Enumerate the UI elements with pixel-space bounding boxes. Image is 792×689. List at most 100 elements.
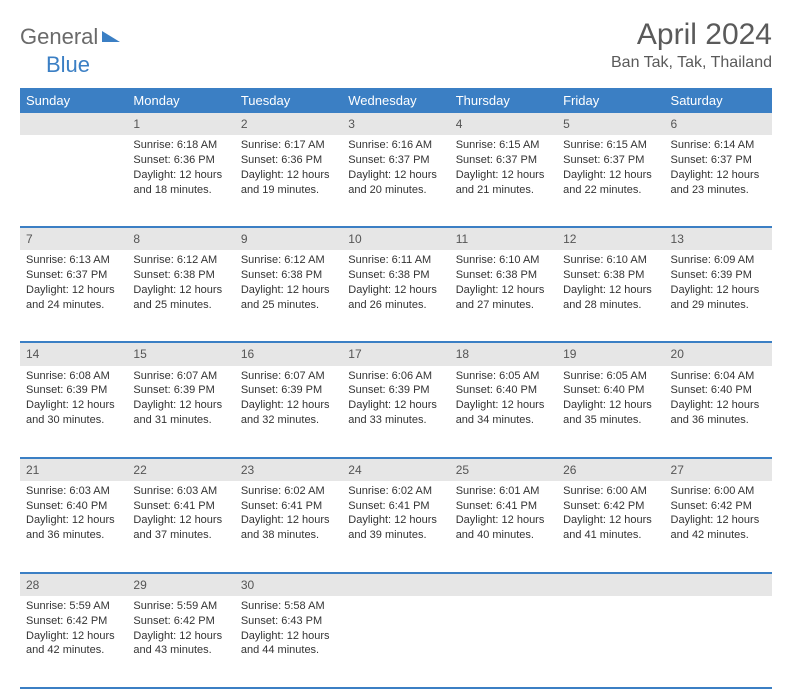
day-cell: Sunrise: 6:17 AMSunset: 6:36 PMDaylight:… [235, 135, 342, 227]
day-cell [665, 596, 772, 688]
day-number [665, 573, 772, 596]
day-line: Sunset: 6:38 PM [456, 268, 551, 283]
day-line: Sunrise: 6:08 AM [26, 369, 121, 384]
day-cell: Sunrise: 6:11 AMSunset: 6:38 PMDaylight:… [342, 250, 449, 342]
day-line: Sunset: 6:39 PM [671, 268, 766, 283]
day-number: 3 [342, 113, 449, 135]
day-line: and 20 minutes. [348, 183, 443, 198]
day-line: Sunset: 6:41 PM [456, 499, 551, 514]
day-cell [557, 596, 664, 688]
day-number: 14 [20, 342, 127, 365]
day-line: Daylight: 12 hours [671, 398, 766, 413]
day-line: Daylight: 12 hours [133, 168, 228, 183]
day-line: Daylight: 12 hours [671, 513, 766, 528]
day-line: Sunrise: 6:07 AM [133, 369, 228, 384]
day-detail: Sunrise: 6:10 AMSunset: 6:38 PMDaylight:… [557, 250, 664, 318]
day-line: Sunset: 6:40 PM [563, 383, 658, 398]
day-number: 2 [235, 113, 342, 135]
day-line: Sunrise: 6:18 AM [133, 138, 228, 153]
day-cell: Sunrise: 6:18 AMSunset: 6:36 PMDaylight:… [127, 135, 234, 227]
day-number: 30 [235, 573, 342, 596]
day-line: and 19 minutes. [241, 183, 336, 198]
day-cell: Sunrise: 6:12 AMSunset: 6:38 PMDaylight:… [235, 250, 342, 342]
day-number [342, 573, 449, 596]
day-line: and 18 minutes. [133, 183, 228, 198]
day-line: and 28 minutes. [563, 298, 658, 313]
day-line: Sunset: 6:38 PM [133, 268, 228, 283]
day-line: and 31 minutes. [133, 413, 228, 428]
day-detail: Sunrise: 6:01 AMSunset: 6:41 PMDaylight:… [450, 481, 557, 549]
day-cell: Sunrise: 6:06 AMSunset: 6:39 PMDaylight:… [342, 366, 449, 458]
day-line: and 33 minutes. [348, 413, 443, 428]
day-detail: Sunrise: 6:02 AMSunset: 6:41 PMDaylight:… [342, 481, 449, 549]
day-detail: Sunrise: 5:58 AMSunset: 6:43 PMDaylight:… [235, 596, 342, 664]
weekday-header: Monday [127, 88, 234, 113]
day-line: Daylight: 12 hours [26, 513, 121, 528]
day-line: Sunrise: 6:17 AM [241, 138, 336, 153]
day-line: Sunset: 6:36 PM [241, 153, 336, 168]
day-number-row: 123456 [20, 113, 772, 135]
day-line: Sunset: 6:39 PM [26, 383, 121, 398]
day-line: and 41 minutes. [563, 528, 658, 543]
day-cell: Sunrise: 6:14 AMSunset: 6:37 PMDaylight:… [665, 135, 772, 227]
day-line: Sunrise: 6:02 AM [348, 484, 443, 499]
day-number: 11 [450, 227, 557, 250]
calendar-table: SundayMondayTuesdayWednesdayThursdayFrid… [20, 88, 772, 689]
day-number: 25 [450, 458, 557, 481]
day-line: Sunrise: 6:12 AM [241, 253, 336, 268]
weekday-header-row: SundayMondayTuesdayWednesdayThursdayFrid… [20, 88, 772, 113]
day-line: Sunrise: 6:02 AM [241, 484, 336, 499]
day-number: 6 [665, 113, 772, 135]
day-detail: Sunrise: 6:03 AMSunset: 6:41 PMDaylight:… [127, 481, 234, 549]
day-content-row: Sunrise: 6:08 AMSunset: 6:39 PM Daylight:… [20, 366, 772, 458]
day-number: 21 [20, 458, 127, 481]
day-line: Sunrise: 6:11 AM [348, 253, 443, 268]
day-cell [450, 596, 557, 688]
day-line: Daylight: 12 hours [348, 283, 443, 298]
day-line: and 27 minutes. [456, 298, 551, 313]
day-cell: Sunrise: 6:10 AMSunset: 6:38 PMDaylight:… [557, 250, 664, 342]
day-line: Sunset: 6:36 PM [133, 153, 228, 168]
day-number: 22 [127, 458, 234, 481]
day-line: Sunset: 6:40 PM [671, 383, 766, 398]
day-line: Daylight: 12 hours [348, 513, 443, 528]
day-line: Daylight: 12 hours [241, 398, 336, 413]
day-detail: Sunrise: 6:16 AMSunset: 6:37 PMDaylight:… [342, 135, 449, 203]
day-cell: Sunrise: 6:15 AMSunset: 6:37 PMDaylight:… [557, 135, 664, 227]
day-line: Daylight: 12 hours [563, 283, 658, 298]
day-line: and 39 minutes. [348, 528, 443, 543]
day-line: Sunrise: 6:13 AM [26, 253, 121, 268]
day-line: and 25 minutes. [241, 298, 336, 313]
day-detail: Sunrise: 6:15 AMSunset: 6:37 PMDaylight:… [450, 135, 557, 203]
day-line: and 36 minutes. [26, 528, 121, 543]
day-detail: Sunrise: 6:06 AMSunset: 6:39 PMDaylight:… [342, 366, 449, 434]
day-line: Daylight: 12 hours [671, 283, 766, 298]
day-line: Sunset: 6:37 PM [348, 153, 443, 168]
day-line: Sunrise: 6:05 AM [563, 369, 658, 384]
day-detail: Sunrise: 6:07 AMSunset: 6:39 PMDaylight:… [127, 366, 234, 434]
day-line: Daylight: 12 hours [26, 629, 121, 644]
day-cell: Sunrise: 6:09 AMSunset: 6:39 PMDaylight:… [665, 250, 772, 342]
day-line: Sunrise: 6:04 AM [671, 369, 766, 384]
day-cell: Sunrise: 6:10 AMSunset: 6:38 PMDaylight:… [450, 250, 557, 342]
day-line: Sunset: 6:40 PM [26, 499, 121, 514]
day-line: Sunset: 6:38 PM [348, 268, 443, 283]
day-detail: Sunrise: 6:17 AMSunset: 6:36 PMDaylight:… [235, 135, 342, 203]
day-cell: Sunrise: 5:59 AMSunset: 6:42 PMDaylight:… [127, 596, 234, 688]
day-detail: Sunrise: 6:12 AMSunset: 6:38 PMDaylight:… [127, 250, 234, 318]
day-line: Sunset: 6:41 PM [133, 499, 228, 514]
day-detail: Sunrise: 6:08 AMSunset: 6:39 PMDaylight:… [20, 366, 127, 434]
day-line: and 22 minutes. [563, 183, 658, 198]
month-title: April 2024 [611, 18, 772, 52]
day-line: and 23 minutes. [671, 183, 766, 198]
day-line: Daylight: 12 hours [26, 283, 121, 298]
day-detail: Sunrise: 6:00 AMSunset: 6:42 PMDaylight:… [557, 481, 664, 549]
day-line: Daylight: 12 hours [456, 168, 551, 183]
day-line: Sunset: 6:38 PM [241, 268, 336, 283]
day-number: 16 [235, 342, 342, 365]
day-line: and 26 minutes. [348, 298, 443, 313]
day-line: Sunrise: 6:05 AM [456, 369, 551, 384]
day-cell: Sunrise: 6:00 AMSunset: 6:42 PMDaylight:… [665, 481, 772, 573]
day-line: and 24 minutes. [26, 298, 121, 313]
day-number: 18 [450, 342, 557, 365]
